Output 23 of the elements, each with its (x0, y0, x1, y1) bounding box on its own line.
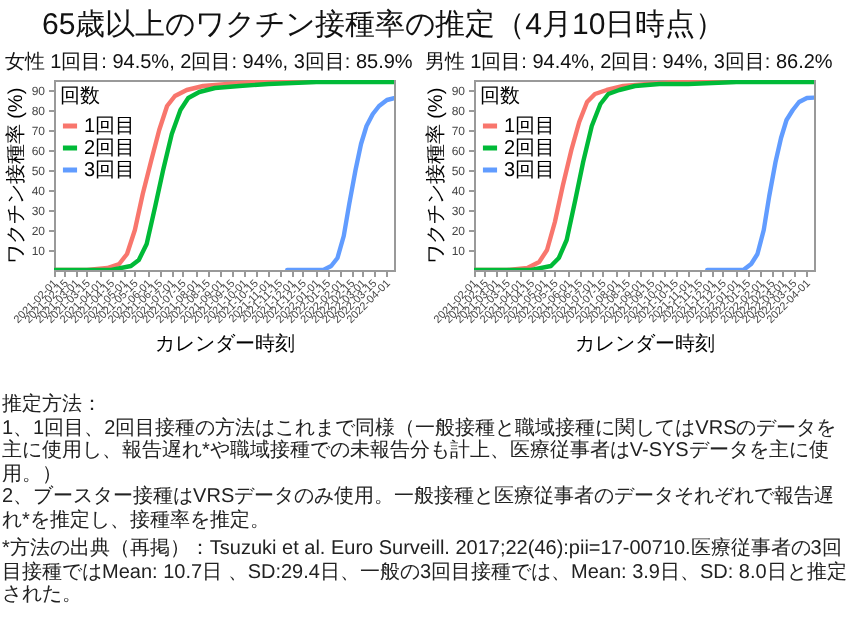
line-series (285, 96, 394, 270)
y-axis-title: ワクチン接種率 (%) (423, 87, 448, 265)
legend-label: 1回目 (84, 116, 136, 138)
legend-label: 3回目 (504, 160, 556, 182)
line-series (705, 95, 814, 270)
chart-subtitle: 男性 1回目: 94.4%, 2回目: 94%, 3回目: 86.2% (424, 50, 833, 74)
legend-label: 3回目 (84, 160, 136, 182)
text: 1、1回目、2回目接種の方法はこれまで同様（一般接種と職域接種に関してはVRSのデータを主に使用し、報告遅れ*や職域接種での未報告分も計上、医療従事者はV-SYSデータを主に使用。） (2, 417, 839, 485)
legend-label: 1回目 (504, 116, 556, 138)
y-axis-title: ワクチン接種率 (%) (3, 87, 28, 265)
legend-label: 2回目 (84, 138, 136, 160)
legend-label: 2回目 (504, 138, 556, 160)
text: *方法の出典（再掲）：Tsuzuki et al. Euro Surveill. 2017;22(46):pii=17-00710.医療従事者の3回目接種ではMean: 10.7日 、SD:29.4日、一般の3回目接種では、Mean: 3.9日、SD: 8.0日と推定された。 (2, 538, 849, 607)
x-axis-title: カレンダー時刻 (575, 331, 715, 356)
x-axis-title: カレンダー時刻 (155, 331, 295, 356)
chart-title: 65歳以上のワクチン接種率の推定（4月10日時点） (42, 6, 728, 44)
legend-title: 回数 (480, 86, 520, 108)
text: 2、ブースター接種はVRSデータのみ使用。一般接種と医療従事者のデータそれぞれで報告遅れ*を推定し、接種率を推定。 (2, 486, 837, 532)
chart-subtitle: 女性 1回目: 94.5%, 2回目: 94%, 3回目: 85.9% (4, 50, 413, 74)
legend-title: 回数 (60, 86, 100, 108)
line-series (474, 80, 814, 270)
line-series (54, 80, 394, 270)
text: 推定方法： (2, 394, 104, 417)
